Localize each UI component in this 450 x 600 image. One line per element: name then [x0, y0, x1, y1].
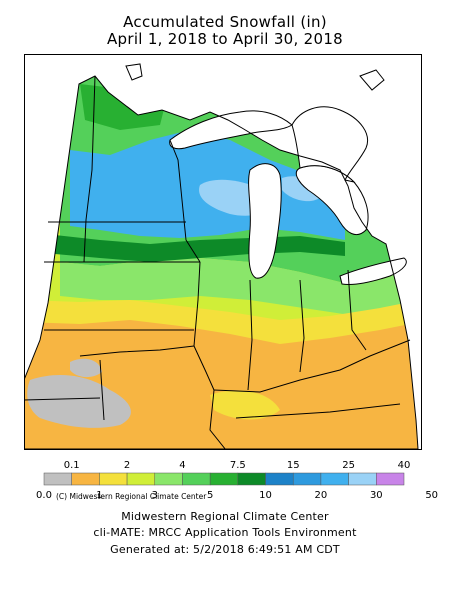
legend-swatch	[209, 472, 239, 486]
footer-generated-time: Generated at: 5/2/2018 6:49:51 AM CDT	[110, 543, 340, 556]
legend-swatch	[43, 472, 72, 486]
legend-swatch	[376, 472, 405, 486]
legend-bottom-label: 1	[96, 490, 102, 501]
legend-swatch	[154, 472, 183, 486]
zone-light-green	[60, 258, 418, 318]
color-legend: 0.1 2 4 7.5 15 25 40 0.0 1 3 5 10 20 30 50	[36, 460, 438, 501]
lake-superior	[169, 110, 293, 150]
legend-swatch	[99, 472, 128, 486]
legend-bottom-label: 20	[315, 490, 328, 501]
lake-michigan	[248, 163, 282, 279]
legend-swatch	[292, 472, 322, 486]
legend-bottom-label: 3	[152, 490, 158, 501]
legend-swatch	[237, 472, 266, 486]
legend-swatch	[320, 472, 349, 486]
legend-top-label: 15	[287, 460, 300, 471]
legend-bottom-label: 0.0	[36, 490, 52, 501]
footer-organization: Midwestern Regional Climate Center	[121, 510, 329, 523]
legend-top-label: 4	[179, 460, 185, 471]
map-credit: (C) Midwestern Regional Climate Center	[54, 492, 209, 502]
map-domain-outline	[24, 75, 419, 450]
legend-top-label: 40	[398, 460, 411, 471]
legend-bottom-label: 30	[370, 490, 383, 501]
legend-swatch	[182, 472, 211, 486]
legend-swatch	[126, 472, 156, 486]
legend-swatch	[348, 472, 377, 486]
legend-top-label: 2	[124, 460, 130, 471]
state-borders	[24, 75, 411, 450]
legend-top-label: 0.1	[64, 460, 80, 471]
legend-top-label: 7.5	[230, 460, 246, 471]
footer-application: cli-MATE: MRCC Application Tools Environ…	[93, 526, 357, 539]
snowfall-map: (C) Midwestern Regional Climate Center	[24, 54, 422, 502]
lake-erie	[339, 257, 407, 285]
legend-swatch	[71, 472, 100, 486]
map-title: Accumulated Snowfall (in)	[123, 13, 327, 31]
legend-bottom-label: 5	[207, 490, 213, 501]
zone-yellow	[24, 300, 418, 344]
legend-bottom-label: 50	[425, 490, 438, 501]
legend-bottom-label: 10	[259, 490, 272, 501]
legend-top-label: 25	[342, 460, 355, 471]
zone-gray-southwest	[27, 375, 131, 428]
map-frame-border	[24, 54, 422, 450]
map-subtitle-date-range: April 1, 2018 to April 30, 2018	[106, 30, 344, 48]
legend-swatch	[265, 472, 294, 486]
